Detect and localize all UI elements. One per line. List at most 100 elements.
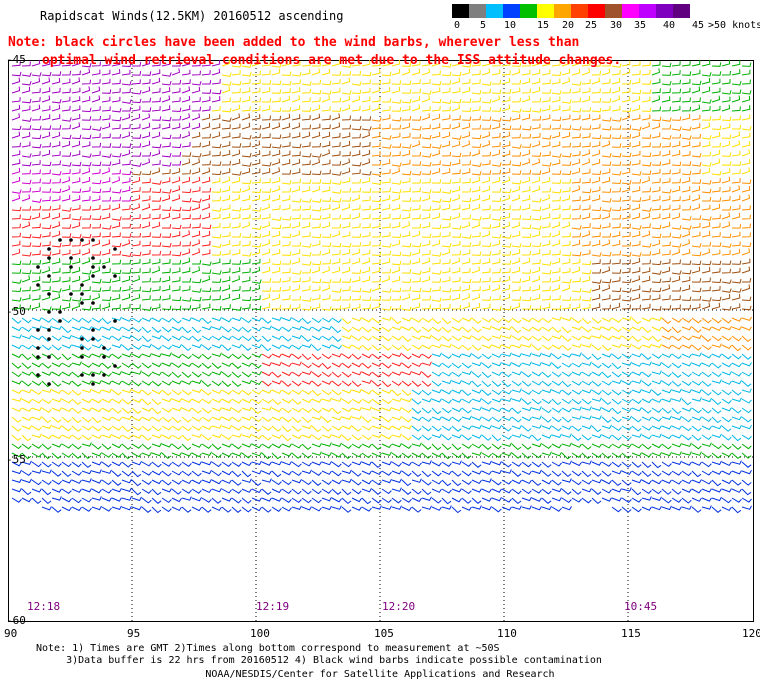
wind-barb: [201, 89, 212, 94]
wind-barb: [461, 234, 472, 239]
wind-barb: [561, 99, 572, 104]
contamination-circle: [113, 274, 117, 278]
wind-barb: [381, 434, 392, 440]
wind-barb: [321, 266, 331, 274]
wind-barb: [201, 371, 212, 377]
wind-barb: [181, 407, 192, 412]
wind-barb: [611, 63, 622, 68]
wind-barb: [261, 416, 272, 423]
wind-barb: [81, 195, 91, 202]
wind-barb: [281, 260, 292, 265]
wind-barb: [641, 470, 652, 478]
wind-barb: [701, 371, 712, 378]
wind-barb: [531, 225, 542, 230]
wind-barb: [481, 296, 492, 301]
legend-swatch: [452, 4, 469, 18]
wind-barb: [151, 233, 162, 238]
wind-barb: [431, 506, 442, 511]
wind-barb: [121, 317, 132, 322]
wind-barb: [711, 470, 722, 475]
wind-barb: [371, 104, 381, 112]
wind-barb: [531, 461, 542, 468]
wind-barb: [671, 79, 681, 85]
wind-barb: [81, 353, 92, 359]
wind-barb: [501, 251, 512, 256]
wind-barb: [361, 344, 372, 351]
wind-barb: [101, 353, 112, 359]
wind-barb: [21, 242, 32, 247]
wind-barb: [291, 221, 301, 229]
time-label-1: 12:18: [27, 600, 61, 613]
wind-barb: [251, 335, 262, 343]
wind-barb: [511, 443, 522, 451]
wind-barb: [681, 296, 692, 302]
wind-barb: [301, 370, 312, 376]
wind-barb: [281, 180, 292, 185]
wind-barb: [91, 223, 102, 229]
wind-barb: [741, 434, 752, 440]
wind-barb: [271, 361, 282, 367]
wind-barb: [361, 170, 372, 176]
wind-barb: [471, 406, 482, 411]
wind-barb: [71, 221, 81, 229]
wind-barb: [461, 168, 471, 175]
legend-swatch: [554, 4, 571, 18]
wind-barb: [731, 131, 741, 139]
wind-barb: [151, 61, 161, 67]
wind-barb: [511, 215, 522, 220]
wind-barb: [411, 230, 421, 238]
wind-barb: [261, 178, 271, 184]
wind-barb: [321, 131, 331, 139]
wind-barb: [251, 194, 261, 202]
wind-barb: [601, 278, 612, 284]
wind-barb: [251, 343, 262, 349]
wind-barb: [701, 116, 712, 121]
wind-barb: [141, 287, 152, 293]
wind-barb: [261, 168, 271, 175]
wind-barb: [641, 69, 651, 76]
wind-barb: [531, 215, 542, 221]
wind-barb: [131, 171, 142, 176]
wind-barb: [211, 497, 222, 504]
wind-barb: [261, 133, 271, 139]
wind-barb: [61, 452, 72, 458]
wind-barb: [21, 335, 32, 340]
wind-barb: [501, 293, 511, 301]
wind-barb: [301, 160, 311, 166]
wind-barb: [131, 223, 142, 229]
wind-barb: [121, 205, 131, 211]
wind-barb: [631, 388, 642, 394]
wind-barb: [121, 506, 132, 511]
wind-barb: [251, 70, 261, 76]
wind-barb: [191, 326, 202, 334]
wind-barb: [511, 185, 521, 193]
wind-barb: [51, 178, 61, 184]
wind-barb: [711, 197, 722, 202]
wind-barb: [401, 159, 411, 166]
wind-barb: [381, 195, 391, 202]
wind-barb: [271, 185, 281, 193]
wind-barb: [711, 379, 722, 384]
wind-barb: [731, 140, 741, 148]
wind-barb: [51, 276, 61, 283]
wind-barb: [721, 434, 732, 441]
wind-barb: [341, 203, 351, 211]
wind-barb: [671, 126, 682, 131]
wind-barb: [91, 179, 102, 185]
wind-barb: [711, 285, 721, 292]
wind-barb: [351, 479, 362, 486]
wind-barb: [51, 221, 61, 229]
wind-barb: [601, 140, 611, 148]
wind-barb: [211, 222, 221, 229]
wind-barb: [571, 60, 581, 67]
wind-barb: [471, 424, 482, 430]
wind-barb: [251, 258, 261, 265]
wind-barb: [511, 97, 522, 103]
wind-barb: [131, 370, 142, 375]
wind-barb: [421, 344, 432, 350]
wind-barb: [401, 506, 412, 512]
wind-barb: [541, 380, 552, 387]
wind-barb: [541, 240, 551, 247]
wind-barb: [171, 185, 181, 193]
wind-barb: [641, 61, 651, 67]
